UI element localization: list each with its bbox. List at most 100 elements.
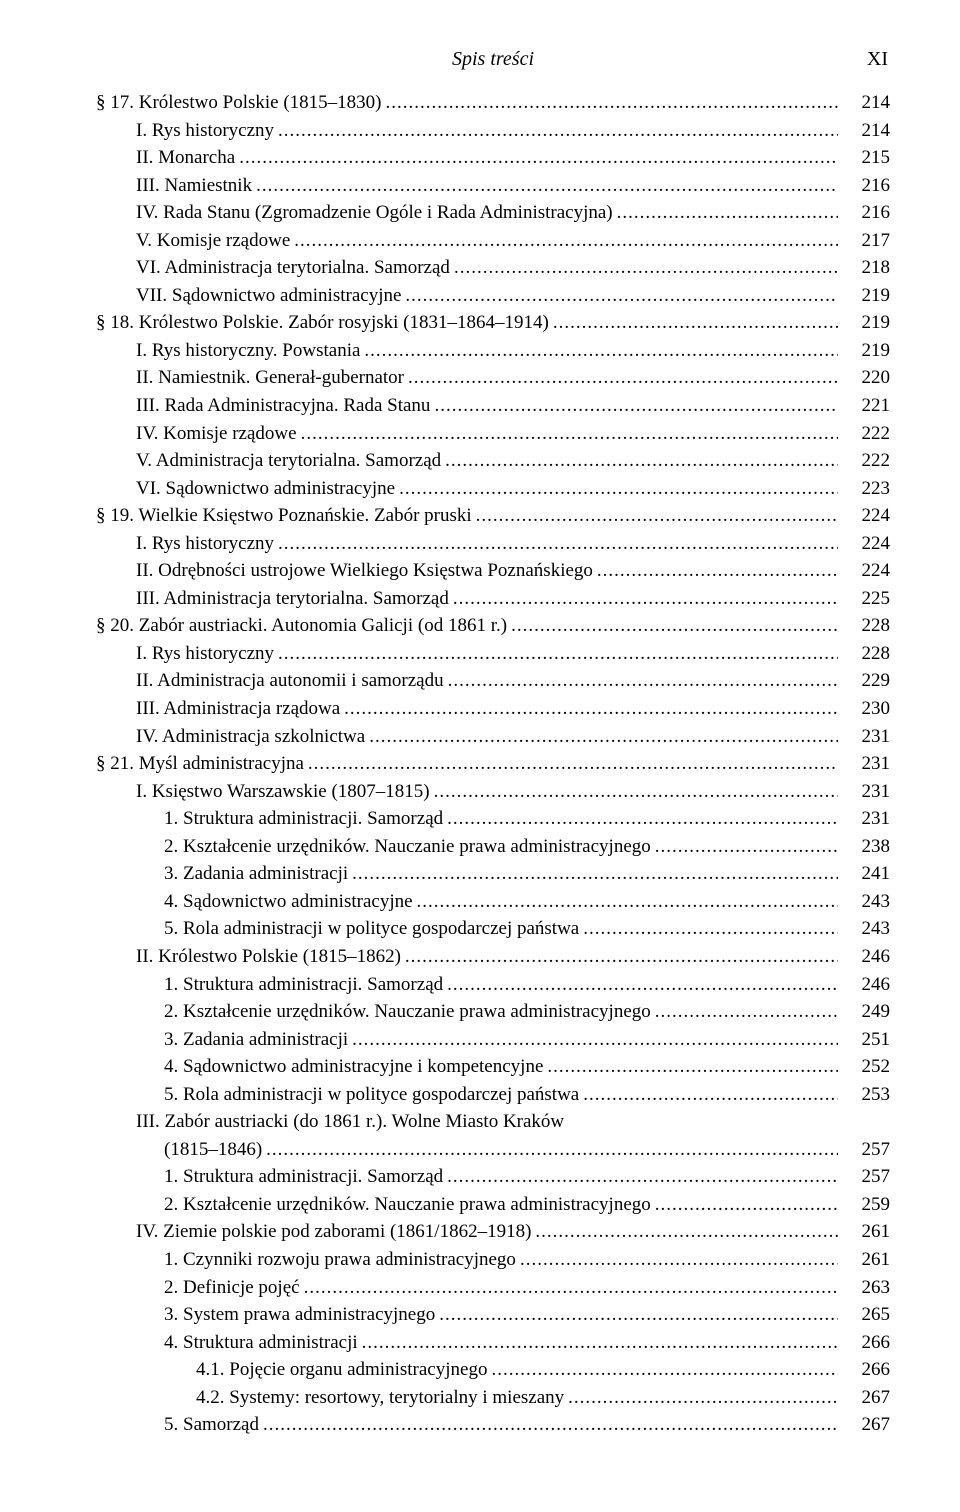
toc-entry-text: II. Odrębności ustrojowe Wielkiego Księs… xyxy=(136,557,593,585)
toc-entry: VII. Sądownictwo administracyjne219 xyxy=(96,282,890,310)
toc-entry-page: 221 xyxy=(842,392,890,420)
toc-entry: II. Namiestnik. Generał-gubernator220 xyxy=(96,364,890,392)
toc-leader xyxy=(386,89,838,117)
header-page-roman: XI xyxy=(848,48,888,71)
toc-entry-text: 1. Struktura administracji. Samorząd xyxy=(164,1163,443,1191)
toc-entry: III. Rada Administracyjna. Rada Stanu 221 xyxy=(96,392,890,420)
toc-entry-text: 3. Zadania administracji xyxy=(164,860,348,888)
toc-leader xyxy=(447,971,838,999)
toc-entry: III. Administracja terytorialna. Samorzą… xyxy=(96,585,890,613)
toc-leader xyxy=(369,723,838,751)
toc-entry-page: 238 xyxy=(842,833,890,861)
toc-entry-page: 263 xyxy=(842,1274,890,1302)
toc-entry-text: V. Administracja terytorialna. Samorząd xyxy=(136,447,441,475)
toc-entry-page: 229 xyxy=(842,667,890,695)
toc-leader xyxy=(445,447,838,475)
toc-entry-page: 222 xyxy=(842,447,890,475)
toc-entry-page: 249 xyxy=(842,998,890,1026)
toc-entry-text: 4. Sądownictwo administracyjne i kompete… xyxy=(164,1053,543,1081)
toc-leader xyxy=(278,117,838,145)
toc-leader xyxy=(405,282,838,310)
toc-entry: 3. System prawa administracyjnego265 xyxy=(96,1301,890,1329)
toc-entry-page: 261 xyxy=(842,1246,890,1274)
toc-entry-text: 5. Rola administracji w polityce gospoda… xyxy=(164,915,579,943)
toc-entry-text: III. Zabór austriacki (do 1861 r.). Woln… xyxy=(136,1108,564,1136)
toc-leader xyxy=(352,1026,838,1054)
toc-entry: § 19. Wielkie Księstwo Poznańskie. Zabór… xyxy=(96,502,890,530)
toc-entry: 2. Definicje pojęć 263 xyxy=(96,1274,890,1302)
toc-entry-page: 228 xyxy=(842,612,890,640)
toc-entry-text: I. Rys historyczny. Powstania xyxy=(136,337,360,365)
toc-entry-text: (1815–1846) xyxy=(164,1136,262,1164)
toc-leader xyxy=(511,612,838,640)
toc-entry-page: 218 xyxy=(842,254,890,282)
toc-entry-page: 217 xyxy=(842,227,890,255)
toc-leader xyxy=(583,1081,838,1109)
toc-entry-page: 231 xyxy=(842,778,890,806)
toc-entry-page: 225 xyxy=(842,585,890,613)
toc-entry: § 17. Królestwo Polskie (1815–1830)214 xyxy=(96,89,890,117)
toc-entry-text: III. Rada Administracyjna. Rada Stanu xyxy=(136,392,430,420)
toc-leader xyxy=(448,667,838,695)
toc-leader xyxy=(408,364,838,392)
toc-entry: II. Monarcha215 xyxy=(96,144,890,172)
toc-leader xyxy=(617,199,838,227)
toc-entry: 2. Kształcenie urzędników. Nauczanie pra… xyxy=(96,1191,890,1219)
toc-entry: II. Odrębności ustrojowe Wielkiego Księs… xyxy=(96,557,890,585)
toc-entry: 1. Czynniki rozwoju prawa administracyjn… xyxy=(96,1246,890,1274)
toc-entry-continuation: (1815–1846)257 xyxy=(96,1136,890,1164)
toc-entry-text: IV. Rada Stanu (Zgromadzenie Ogóle i Rad… xyxy=(136,199,613,227)
toc-entry-page: 266 xyxy=(842,1356,890,1384)
toc-entry: 2. Kształcenie urzędników. Nauczanie pra… xyxy=(96,833,890,861)
toc-entry: 4.2. Systemy: resortowy, terytorialny i … xyxy=(96,1384,890,1412)
toc-leader xyxy=(308,750,838,778)
toc-leader xyxy=(568,1384,838,1412)
toc-entry: III. Zabór austriacki (do 1861 r.). Woln… xyxy=(96,1108,890,1136)
toc-entry: V. Administracja terytorialna. Samorząd 2… xyxy=(96,447,890,475)
toc-entry-page: 219 xyxy=(842,337,890,365)
toc-entry-text: 2. Kształcenie urzędników. Nauczanie pra… xyxy=(164,833,651,861)
toc-entry-text: 2. Definicje pojęć xyxy=(164,1274,300,1302)
toc-entry: I. Rys historyczny224 xyxy=(96,530,890,558)
toc-entry-text: II. Namiestnik. Generał-gubernator xyxy=(136,364,404,392)
toc-leader xyxy=(655,833,838,861)
toc-leader xyxy=(553,309,838,337)
toc-leader xyxy=(344,695,838,723)
toc-entry-page: 267 xyxy=(842,1384,890,1412)
toc-entry-text: 1. Struktura administracji. Samorząd xyxy=(164,971,443,999)
toc-entry-page: 219 xyxy=(842,309,890,337)
toc-entry-page: 252 xyxy=(842,1053,890,1081)
toc-entry: 5. Samorząd267 xyxy=(96,1411,890,1439)
toc-leader xyxy=(491,1356,838,1384)
toc-entry-text: VI. Sądownictwo administracyjne xyxy=(136,475,395,503)
toc-leader xyxy=(547,1053,838,1081)
toc-entry-text: VII. Sądownictwo administracyjne xyxy=(136,282,401,310)
toc-entry-page: 224 xyxy=(842,530,890,558)
toc-entry-text: I. Rys historyczny xyxy=(136,640,274,668)
toc-entry-text: II. Monarcha xyxy=(136,144,235,172)
toc-entry: VI. Administracja terytorialna. Samorząd… xyxy=(96,254,890,282)
toc-entry-page: 251 xyxy=(842,1026,890,1054)
toc-entry: 1. Struktura administracji. Samorząd246 xyxy=(96,971,890,999)
toc-leader xyxy=(447,1163,838,1191)
toc-entry-text: 1. Struktura administracji. Samorząd xyxy=(164,805,443,833)
toc-entry-page: 223 xyxy=(842,475,890,503)
toc-entry-text: III. Namiestnik xyxy=(136,172,252,200)
toc-leader xyxy=(362,1329,838,1357)
toc-leader xyxy=(399,475,838,503)
toc-entry: 2. Kształcenie urzędników. Nauczanie pra… xyxy=(96,998,890,1026)
page: Spis treści XI § 17. Królestwo Polskie (… xyxy=(0,0,960,1499)
toc-leader xyxy=(655,1191,838,1219)
toc-entry: 1. Struktura administracji. Samorząd257 xyxy=(96,1163,890,1191)
toc-entry: II. Królestwo Polskie (1815–1862)246 xyxy=(96,943,890,971)
toc-entry: 3. Zadania administracji241 xyxy=(96,860,890,888)
toc-entry: V. Komisje rządowe217 xyxy=(96,227,890,255)
toc-entry-page: 246 xyxy=(842,943,890,971)
toc-entry: § 18. Królestwo Polskie. Zabór rosyjski … xyxy=(96,309,890,337)
toc-entry-text: 4. Sądownictwo administracyjne xyxy=(164,888,413,916)
toc-entry: I. Rys historyczny. Powstania 219 xyxy=(96,337,890,365)
toc-entry-text: I. Rys historyczny xyxy=(136,117,274,145)
toc-entry-page: 216 xyxy=(842,199,890,227)
toc-entry-page: 243 xyxy=(842,915,890,943)
toc-entry-page: 253 xyxy=(842,1081,890,1109)
